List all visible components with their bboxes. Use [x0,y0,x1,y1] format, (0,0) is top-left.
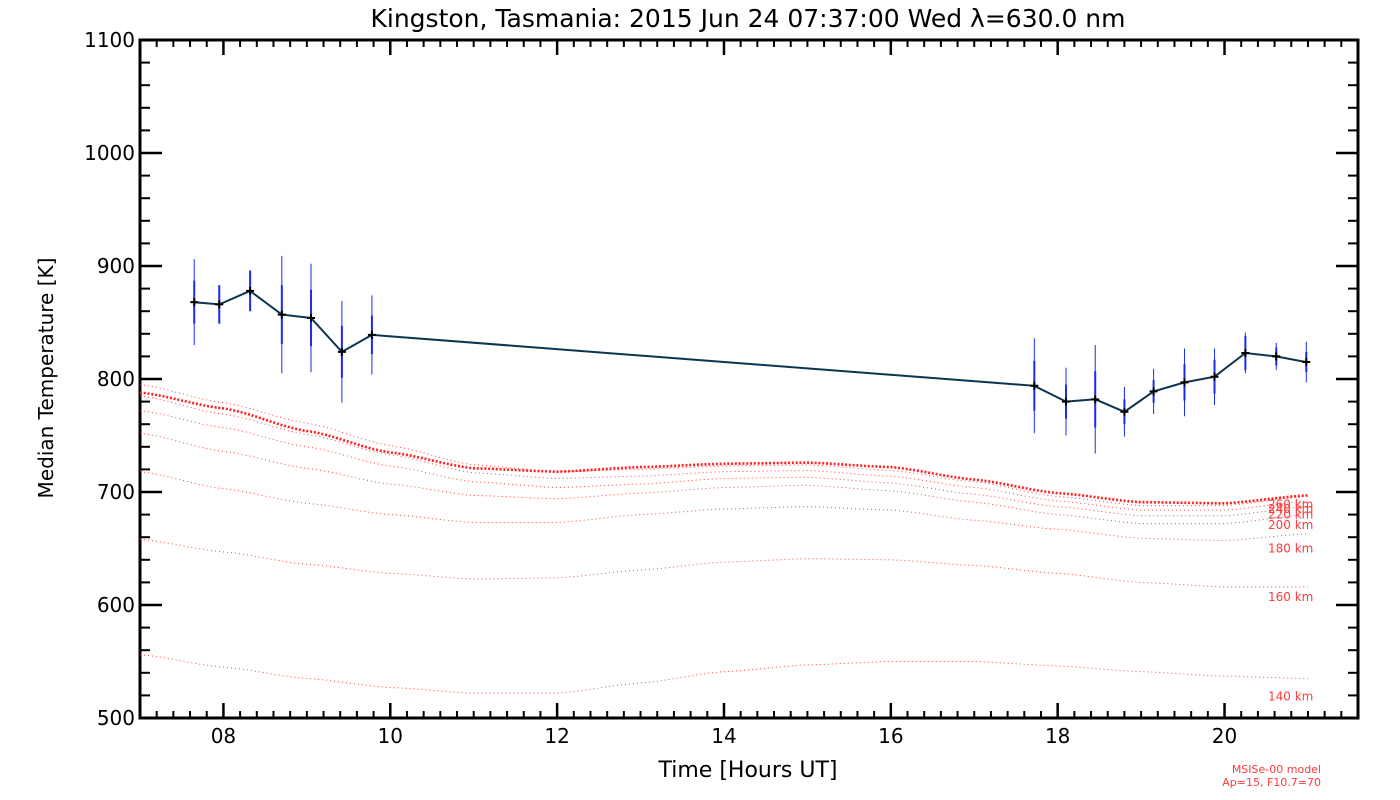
measured-point [367,330,376,339]
measured-point [215,300,224,309]
y-tick-label: 1100 [84,28,135,52]
x-tick-label: 18 [1045,724,1070,748]
y-tick-label: 700 [97,480,135,504]
measured-point [1120,407,1129,416]
model-curve-240km [139,395,1308,511]
measured-point [1180,378,1189,387]
model-curve-label: 160 km [1268,590,1313,604]
measured-point [1302,358,1311,367]
y-tick-label: 600 [97,593,135,617]
x-tick-label: 20 [1212,724,1237,748]
measured-temperature-line [194,289,1307,413]
x-tick-label: 08 [211,724,236,748]
chart-title: Kingston, Tasmania: 2015 Jun 24 07:37:00… [370,4,1125,33]
y-tick-label: 900 [97,254,135,278]
measured-point [1210,372,1219,381]
model-curve-label: 220 km [1268,508,1313,522]
measured-point [1149,387,1158,396]
model-curve-label: 240 km [1268,502,1313,516]
model-curve-260km [139,384,1308,507]
model-curve-label: 140 km [1268,690,1313,704]
x-tick-label: 14 [711,724,736,748]
x-tick-label: 16 [878,724,903,748]
plot-frame [138,38,1360,720]
measured-point [1241,349,1250,358]
model-curve-160km [139,539,1308,588]
model-curve-220km [139,410,1308,517]
y-tick-label: 500 [97,706,135,730]
x-tick-label: 12 [544,724,569,748]
x-tick-label: 10 [378,724,403,748]
y-tick-label: 1000 [84,141,135,165]
measured-point [1091,395,1100,404]
model-emission-curve [139,391,1308,505]
measured-point [277,310,286,319]
model-footnote-line-1: MSISe-00 model [1232,763,1321,776]
measured-point [246,286,255,295]
y-tick-label: 800 [97,367,135,391]
measured-point [1272,352,1281,361]
model-curve-label: 260 km [1268,497,1313,511]
measured-point [337,347,346,356]
model-curve-label: 180 km [1268,542,1313,556]
plot-area: 08 10 12 14 16 18 20 500 600 700 800 900 1000 1100 140… [84,28,1360,748]
measured-point [307,313,316,322]
measured-point [190,298,199,307]
x-axis-label: Time [Hours UT] [658,758,838,783]
y-axis-label: Median Temperature [K] [34,258,58,499]
measured-point [1030,381,1039,390]
model-curve-140km [139,654,1308,694]
measured-point [1062,397,1071,406]
model-curve-180km [139,471,1308,542]
model-footnote-line-2: Ap=15, F10.7=70 [1222,776,1321,789]
model-curve-label: 200 km [1268,518,1313,532]
